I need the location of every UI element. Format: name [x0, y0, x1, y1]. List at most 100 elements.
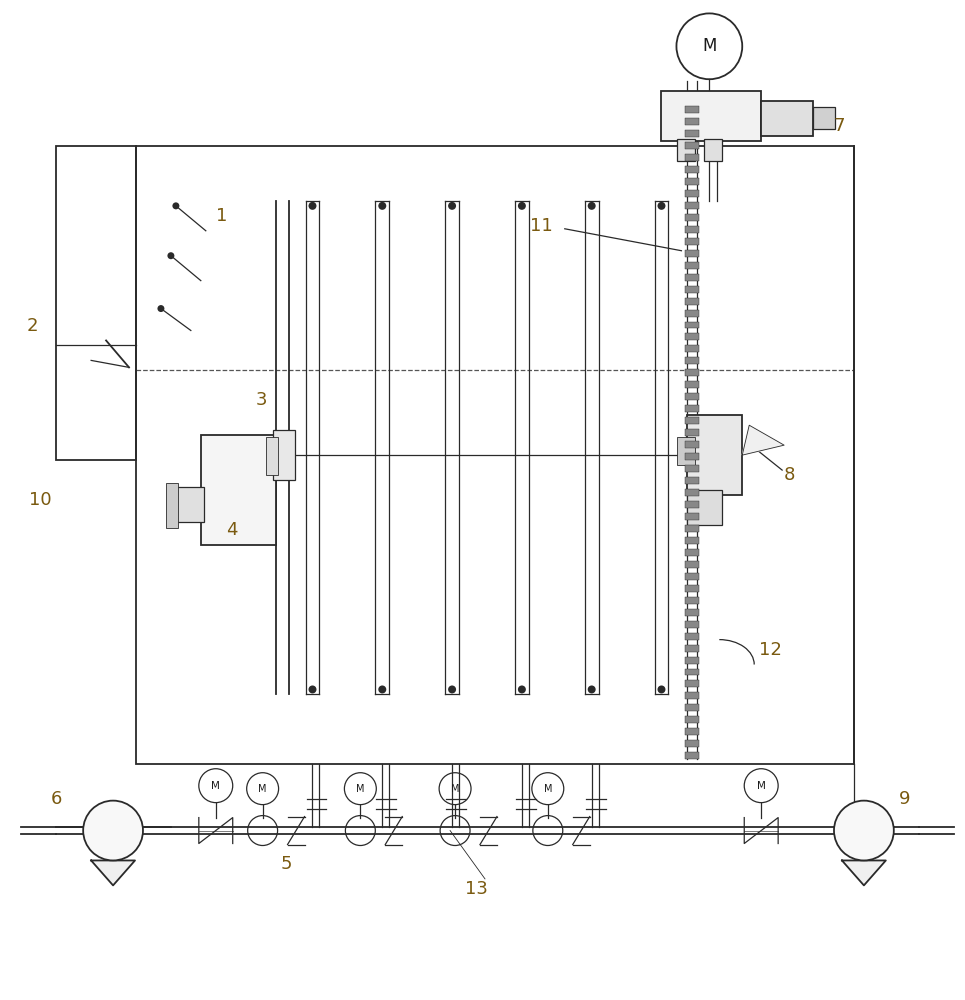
Bar: [685, 405, 700, 412]
Bar: [704, 139, 723, 161]
Polygon shape: [91, 860, 135, 885]
Bar: [685, 645, 700, 652]
Bar: [685, 202, 700, 209]
Bar: [685, 657, 700, 664]
Bar: [685, 609, 700, 616]
Bar: [685, 537, 700, 544]
Circle shape: [448, 685, 456, 693]
Bar: [685, 393, 700, 400]
Bar: [685, 262, 700, 269]
Text: 12: 12: [759, 641, 782, 659]
Text: M: M: [757, 781, 765, 791]
Bar: [685, 154, 700, 161]
Circle shape: [448, 202, 456, 210]
Bar: [685, 453, 700, 460]
Bar: [56, 146, 136, 460]
Polygon shape: [841, 860, 886, 885]
Circle shape: [309, 202, 317, 210]
Circle shape: [173, 202, 179, 209]
Bar: [685, 549, 700, 556]
Text: M: M: [211, 781, 220, 791]
Bar: [685, 322, 700, 328]
Circle shape: [657, 202, 666, 210]
Bar: [169, 487, 204, 522]
Bar: [677, 437, 696, 465]
Bar: [685, 489, 700, 496]
Bar: [685, 238, 700, 245]
Polygon shape: [742, 425, 785, 455]
Text: 3: 3: [256, 391, 267, 409]
Text: 1: 1: [216, 207, 227, 225]
Bar: [685, 585, 700, 592]
Bar: [685, 381, 700, 388]
Bar: [685, 429, 700, 436]
Bar: [685, 417, 700, 424]
Bar: [685, 477, 700, 484]
Bar: [685, 704, 700, 711]
Circle shape: [167, 252, 175, 259]
Circle shape: [518, 202, 526, 210]
Bar: [685, 214, 700, 221]
Bar: [661, 91, 761, 141]
Bar: [685, 118, 700, 125]
Bar: [685, 250, 700, 257]
Circle shape: [657, 685, 666, 693]
Bar: [685, 728, 700, 735]
Circle shape: [309, 685, 317, 693]
Bar: [685, 345, 700, 352]
Bar: [685, 716, 700, 723]
Bar: [685, 106, 700, 113]
Bar: [685, 130, 700, 137]
Bar: [685, 369, 700, 376]
Circle shape: [834, 801, 894, 860]
Text: 7: 7: [834, 117, 845, 135]
Bar: [685, 525, 700, 532]
Bar: [687, 490, 723, 525]
Bar: [685, 357, 700, 364]
Bar: [677, 139, 696, 161]
Text: M: M: [451, 784, 459, 794]
Bar: [761, 101, 813, 136]
Text: M: M: [703, 37, 717, 55]
Bar: [272, 430, 294, 480]
Bar: [685, 274, 700, 281]
Text: M: M: [543, 784, 552, 794]
Circle shape: [588, 685, 595, 693]
Text: 11: 11: [530, 217, 553, 235]
Text: 13: 13: [465, 880, 488, 898]
Bar: [685, 226, 700, 233]
Bar: [685, 633, 700, 640]
Bar: [685, 298, 700, 305]
Bar: [685, 692, 700, 699]
Circle shape: [518, 685, 526, 693]
Bar: [687, 415, 742, 495]
Bar: [265, 437, 278, 475]
Bar: [166, 483, 178, 528]
Bar: [685, 561, 700, 568]
Bar: [685, 310, 700, 317]
Bar: [685, 441, 700, 448]
Bar: [685, 669, 700, 675]
Bar: [685, 740, 700, 747]
Bar: [685, 190, 700, 197]
Bar: [685, 513, 700, 520]
Bar: [685, 680, 700, 687]
Bar: [685, 286, 700, 293]
Text: 8: 8: [785, 466, 795, 484]
Circle shape: [378, 202, 386, 210]
Bar: [685, 573, 700, 580]
Text: 10: 10: [29, 491, 52, 509]
Text: 6: 6: [51, 790, 63, 808]
Bar: [685, 166, 700, 173]
Circle shape: [157, 305, 164, 312]
Text: M: M: [259, 784, 267, 794]
Circle shape: [378, 685, 386, 693]
Text: 5: 5: [281, 855, 292, 873]
Bar: [685, 752, 700, 759]
Bar: [685, 142, 700, 149]
Circle shape: [83, 801, 143, 860]
Bar: [136, 146, 854, 764]
Text: 4: 4: [226, 521, 237, 539]
Bar: [813, 107, 835, 129]
Bar: [685, 501, 700, 508]
